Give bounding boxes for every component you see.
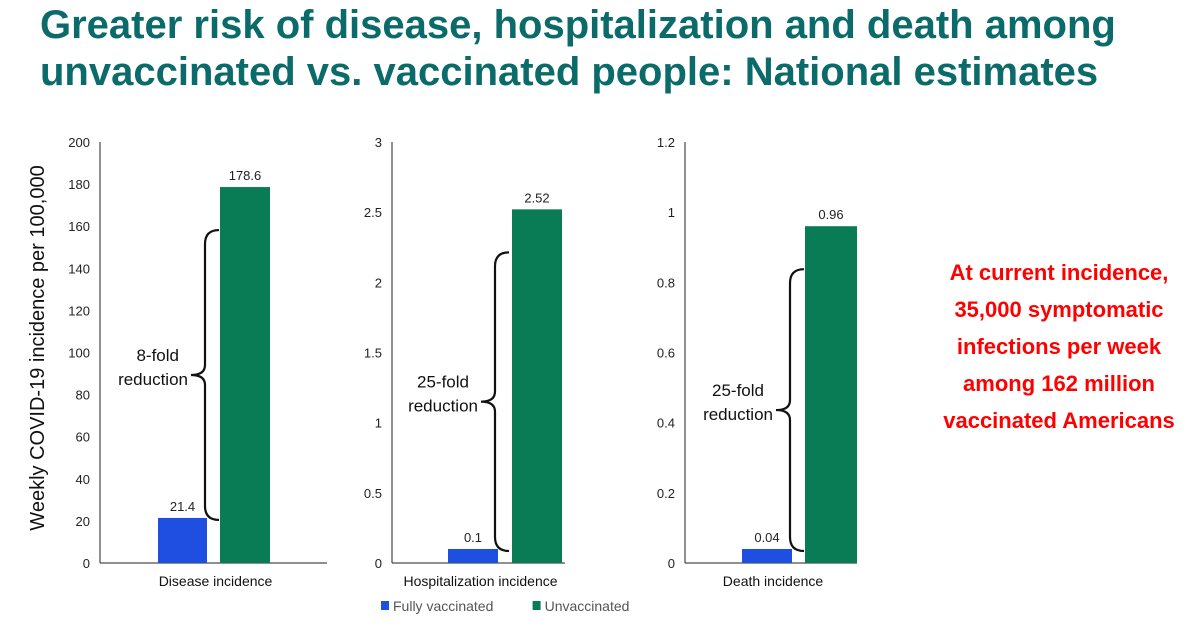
y-tick-label: 0 — [375, 556, 382, 571]
y-tick-label: 20 — [76, 514, 90, 529]
y-axis-label: Weekly COVID-19 incidence per 100,000 — [27, 165, 49, 530]
y-tick-label: 2 — [375, 275, 382, 290]
annotation-line-2: reduction — [703, 405, 773, 424]
reduction-bracket — [190, 228, 220, 522]
y-tick-label: 140 — [68, 261, 90, 276]
y-tick-label: 2.5 — [364, 205, 382, 220]
legend-swatch — [532, 601, 541, 610]
reduction-bracket — [480, 251, 510, 553]
reduction-bracket — [775, 268, 805, 553]
y-tick-label: 0 — [668, 556, 675, 571]
data-label: 0.96 — [818, 207, 843, 222]
bar — [742, 548, 792, 563]
y-tick-label: 1.5 — [364, 346, 382, 361]
annotation-line-2: reduction — [408, 397, 478, 416]
bar — [220, 187, 270, 563]
y-tick-label: 0 — [83, 556, 90, 571]
y-tick-label: 120 — [68, 303, 90, 318]
y-tick-label: 1.2 — [657, 135, 675, 150]
bar — [158, 517, 207, 563]
annotation-line-2: reduction — [118, 370, 188, 389]
legend-label: Fully vaccinated — [393, 598, 493, 614]
category-label: Disease incidence — [159, 573, 273, 589]
legend-label: Unvaccinated — [545, 598, 630, 614]
category-label: Hospitalization incidence — [403, 573, 557, 589]
legend-swatch — [381, 601, 389, 610]
bar — [805, 226, 857, 563]
y-tick-label: 0.6 — [657, 346, 675, 361]
data-label: 2.52 — [524, 190, 549, 205]
data-label: 0.04 — [754, 530, 779, 545]
y-tick-label: 160 — [68, 219, 90, 234]
data-label: 0.1 — [464, 530, 482, 545]
bar — [448, 548, 498, 563]
y-tick-label: 0.2 — [657, 486, 675, 501]
data-label: 178.6 — [229, 168, 262, 183]
y-tick-label: 1 — [375, 416, 382, 431]
data-label: 21.4 — [170, 499, 195, 514]
y-tick-label: 60 — [76, 430, 90, 445]
annotation-line-1: 25-fold — [712, 381, 764, 400]
y-tick-label: 1 — [668, 205, 675, 220]
y-tick-label: 40 — [76, 472, 90, 487]
y-tick-label: 0.8 — [657, 275, 675, 290]
y-tick-label: 180 — [68, 177, 90, 192]
annotation-line-1: 25-fold — [417, 373, 469, 392]
y-tick-label: 0.4 — [657, 416, 675, 431]
y-tick-label: 0.5 — [364, 486, 382, 501]
y-tick-label: 80 — [76, 388, 90, 403]
annotation-line-1: 8-fold — [136, 346, 179, 365]
bar — [512, 209, 562, 564]
y-tick-label: 200 — [68, 135, 90, 150]
callout-text: At current incidence, 35,000 symptomatic… — [943, 260, 1175, 433]
page-title: Greater risk of disease, hospitalization… — [40, 3, 1116, 94]
y-tick-label: 3 — [375, 135, 382, 150]
y-tick-label: 100 — [68, 346, 90, 361]
category-label: Death incidence — [723, 573, 824, 589]
